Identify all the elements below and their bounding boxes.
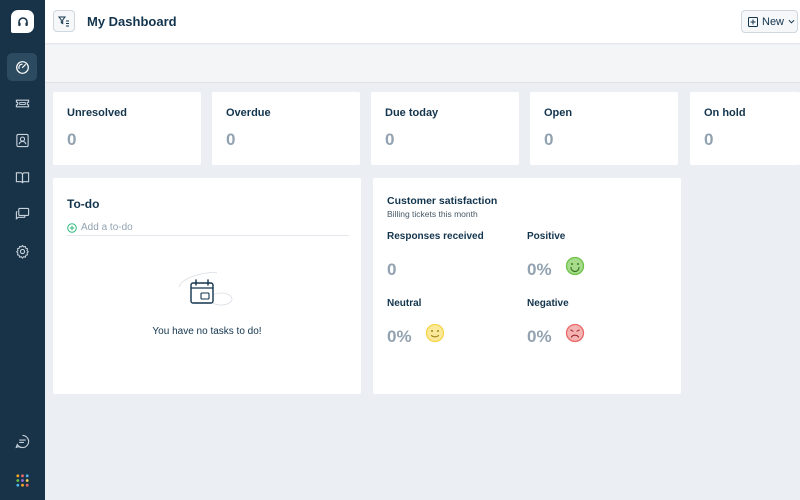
new-button-label: New	[762, 15, 785, 28]
add-todo-placeholder: Add a to-do	[81, 222, 133, 233]
csat-title: Customer satisfaction	[387, 195, 498, 207]
customer-satisfaction-widget: Customer satisfaction Billing tickets th…	[373, 178, 681, 394]
filter-icon	[58, 16, 69, 27]
csat-metric-value: 0%	[387, 327, 412, 346]
page-title: My Dashboard	[87, 14, 177, 29]
stat-value: 0	[67, 130, 77, 149]
stat-label: Open	[544, 107, 573, 119]
stat-value: 0	[226, 130, 236, 149]
stat-value: 0	[385, 130, 395, 149]
sidebar-item-tickets[interactable]	[7, 89, 37, 117]
csat-metric-label: Positive	[527, 231, 566, 242]
csat-responses-received: Responses received 0	[387, 231, 517, 291]
chat-icon	[15, 207, 29, 220]
happy-face-icon	[565, 256, 585, 276]
plus-square-icon	[748, 16, 758, 27]
stat-label: Overdue	[226, 107, 271, 119]
stat-value: 0	[544, 130, 554, 149]
stat-card-open[interactable]: Open 0	[530, 92, 678, 165]
add-todo-input[interactable]: Add a to-do	[67, 220, 349, 236]
todo-widget: To-do Add a to-do You have no tasks to d…	[53, 178, 361, 394]
contacts-icon	[15, 133, 29, 147]
csat-neutral: Neutral 0%	[387, 298, 517, 358]
stat-card-due-today[interactable]: Due today 0	[371, 92, 519, 165]
sidebar-item-chat[interactable]	[7, 200, 37, 228]
sidebar-item-apps[interactable]	[7, 466, 37, 494]
sidebar-item-feedback[interactable]	[7, 427, 37, 455]
add-circle-icon	[67, 222, 77, 233]
stat-card-on-hold[interactable]: On hold 0	[690, 92, 800, 165]
sidebar	[0, 0, 45, 500]
app-logo[interactable]	[11, 10, 34, 33]
stat-card-overdue[interactable]: Overdue 0	[212, 92, 360, 165]
dashboard-subbar	[45, 45, 800, 83]
todo-title: To-do	[67, 197, 100, 211]
csat-metric-label: Responses received	[387, 231, 484, 242]
headset-logo-icon	[17, 16, 28, 26]
csat-metric-value: 0%	[527, 260, 552, 279]
todo-empty-message: You have no tasks to do!	[152, 326, 262, 337]
knowledge-base-icon	[15, 171, 29, 183]
gear-icon	[15, 244, 29, 259]
csat-metric-label: Neutral	[387, 298, 422, 309]
feedback-icon	[14, 434, 29, 448]
tickets-icon	[15, 99, 29, 107]
sidebar-item-contacts[interactable]	[7, 126, 37, 154]
sad-face-icon	[565, 323, 585, 343]
stat-label: Due today	[385, 107, 439, 119]
csat-metric-value: 0%	[527, 327, 552, 346]
csat-metric-value: 0	[387, 260, 397, 279]
csat-metric-label: Negative	[527, 298, 569, 309]
stat-card-unresolved[interactable]: Unresolved 0	[53, 92, 201, 165]
top-header: My Dashboard New	[45, 0, 800, 44]
stat-label: On hold	[704, 107, 746, 119]
empty-calendar-icon	[178, 272, 233, 306]
sidebar-item-dashboard[interactable]	[7, 53, 37, 81]
sidebar-item-settings[interactable]	[7, 237, 37, 265]
csat-negative: Negative 0%	[527, 298, 657, 358]
csat-subtitle: Billing tickets this month	[387, 209, 478, 219]
new-button[interactable]: New	[741, 10, 798, 33]
stat-value: 0	[704, 130, 714, 149]
neutral-face-icon	[425, 323, 445, 343]
filter-toggle-button[interactable]	[53, 10, 75, 32]
csat-positive: Positive 0%	[527, 231, 657, 291]
apps-grid-icon	[15, 473, 29, 487]
stat-label: Unresolved	[67, 107, 127, 119]
sidebar-item-knowledge-base[interactable]	[7, 163, 37, 191]
dashboard-icon	[15, 60, 29, 74]
chevron-down-icon	[788, 19, 795, 24]
